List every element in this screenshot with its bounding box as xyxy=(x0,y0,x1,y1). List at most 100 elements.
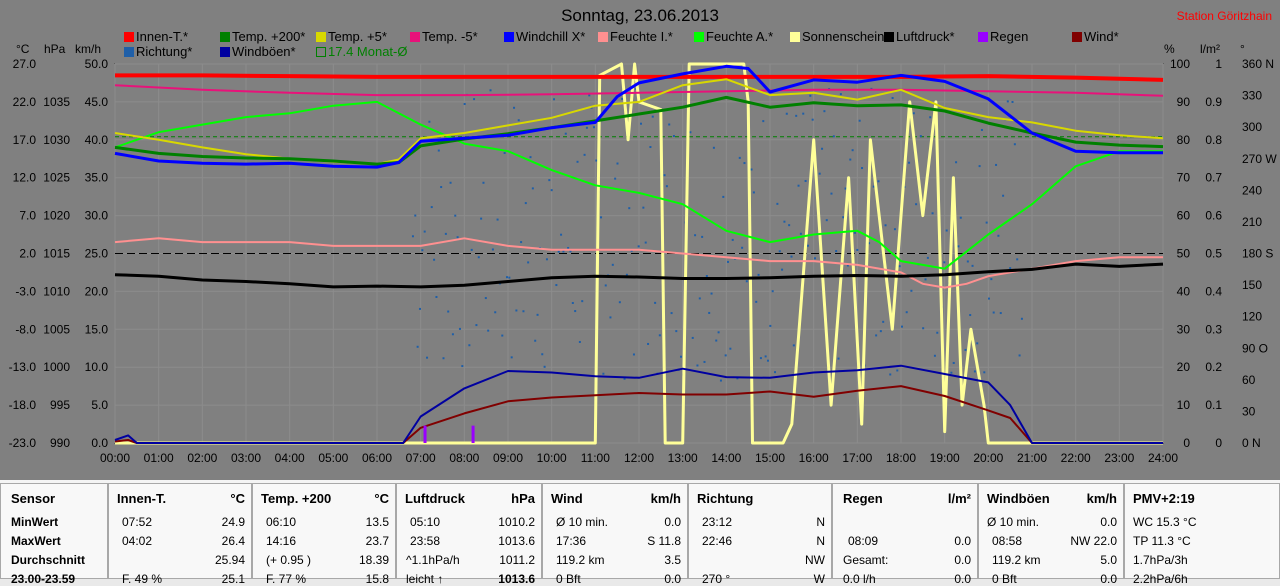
legend-swatch xyxy=(124,32,134,42)
y-tick-label-humidity: 0 xyxy=(1183,436,1190,450)
panel-temp200: Temp. +200 °C 06:10 13.5 14:16 23.7 (+ 0… xyxy=(252,483,396,586)
x-tick-label: 24:00 xyxy=(1148,451,1178,465)
label-max: MaxWert xyxy=(11,534,61,548)
regen-unit: l/m² xyxy=(947,491,971,506)
y-tick-label-humidity: 10 xyxy=(1177,398,1191,412)
direction-point xyxy=(889,373,892,376)
direction-point xyxy=(727,260,730,263)
direction-point xyxy=(797,184,800,187)
y-tick-label-temp: -3.0 xyxy=(15,284,36,298)
temp200-unit: °C xyxy=(374,491,389,506)
direction-point xyxy=(632,353,635,356)
chart-area: 00:00 01:00 02:00 03:00 04:00 05:00 06:00 07:00… xyxy=(0,0,1280,480)
legend-item: Sonnenschein xyxy=(790,30,884,44)
boeen-distance: 119.2 km xyxy=(992,553,1041,567)
direction-point xyxy=(482,181,485,184)
direction-point xyxy=(731,238,734,241)
direction-point xyxy=(814,257,817,260)
direction-point xyxy=(712,146,715,149)
x-tick-label: 03:00 xyxy=(231,451,261,465)
luftdruck-max-value: 1013.6 xyxy=(498,534,535,548)
pmv-dewpoint: TP 11.3 °C xyxy=(1133,534,1191,548)
innen-min-time: 07:52 xyxy=(122,515,153,529)
y-tick-label-wind: 5.0 xyxy=(91,398,108,412)
wind-max-value: S 11.8 xyxy=(647,534,681,548)
legend-swatch xyxy=(790,32,800,42)
direction-point xyxy=(672,135,675,138)
unit-percent: % xyxy=(1164,42,1175,56)
x-tick-label: 15:00 xyxy=(755,451,785,465)
wind-avg-label: Ø 10 min. xyxy=(556,515,609,529)
summary-table: Sensor MinWert MaxWert Durchschnitt 23.0… xyxy=(0,480,1280,586)
direction-point xyxy=(463,103,466,106)
direction-point xyxy=(414,214,417,217)
direction-point xyxy=(418,307,421,310)
direction-point xyxy=(426,356,429,359)
y-tick-label-pressure: 1005 xyxy=(43,322,70,336)
regen-max-value: 0.0 xyxy=(954,534,971,548)
pmv-pressure-6h: 2.2hPa/6h xyxy=(1133,572,1188,586)
direction-point xyxy=(877,180,880,183)
y-tick-label-direction: 150 xyxy=(1242,278,1262,292)
y-tick-label-rain: 0.5 xyxy=(1205,247,1222,261)
direction-point xyxy=(729,347,732,350)
direction-point xyxy=(517,119,520,122)
direction-point xyxy=(416,345,419,348)
direction-point xyxy=(774,371,777,374)
direction-point xyxy=(997,234,1000,237)
label-min: MinWert xyxy=(11,515,59,529)
direction-point xyxy=(896,369,899,372)
y-tick-label-direction: 330 xyxy=(1242,89,1262,103)
direction-point xyxy=(924,278,927,281)
direction-point xyxy=(411,235,414,238)
y-tick-label-temp: -13.0 xyxy=(9,360,37,374)
legend-item: Regen xyxy=(978,30,1028,44)
direction-point xyxy=(581,300,584,303)
y-tick-label-wind: 50.0 xyxy=(85,57,109,71)
direction-point xyxy=(990,278,993,281)
regen-total-value: 0.0 xyxy=(954,553,971,567)
unit-celsius: °C xyxy=(16,42,30,56)
direction-point xyxy=(644,241,647,244)
y-tick-label-pressure: 1010 xyxy=(43,284,70,298)
direction-point xyxy=(647,342,650,345)
legend-swatch xyxy=(316,32,326,42)
direction-point xyxy=(724,354,727,357)
direction-point xyxy=(719,379,722,382)
panel-richtung: Richtung 23:12 N 22:46 N NW 270 ° W xyxy=(688,483,832,586)
direction-point xyxy=(835,250,838,253)
direction-point xyxy=(912,112,915,115)
innen-max-value: 26.4 xyxy=(221,534,245,548)
y-tick-label-pressure: 995 xyxy=(50,398,70,412)
direction-point xyxy=(1011,100,1014,103)
series-line-sonnenschein xyxy=(115,62,1163,445)
legend-item: Wind* xyxy=(1072,30,1119,44)
direction-point xyxy=(823,110,826,113)
direction-point xyxy=(905,311,908,314)
regen-rate: 0.0 l/h xyxy=(843,572,876,586)
direction-point xyxy=(616,162,619,165)
direction-point xyxy=(915,203,918,206)
direction-point xyxy=(543,365,546,368)
direction-point xyxy=(861,167,864,170)
legend-swatch xyxy=(598,32,608,42)
direction-point xyxy=(741,246,744,249)
legend-item: Temp. +200* xyxy=(220,30,305,44)
direction-point xyxy=(604,284,607,287)
direction-point xyxy=(945,229,948,232)
legend-swatch xyxy=(694,32,704,42)
innen-min-value: 24.9 xyxy=(221,515,245,529)
luftdruck-min-value: 1010.2 xyxy=(498,515,535,529)
direction-point xyxy=(447,310,450,313)
richtung-header: Richtung xyxy=(697,491,754,506)
direction-point xyxy=(470,248,473,251)
x-tick-label: 05:00 xyxy=(318,451,348,465)
direction-point xyxy=(433,258,436,261)
direction-point xyxy=(675,330,678,333)
direction-point xyxy=(788,224,791,227)
y-tick-label-rain: 1 xyxy=(1215,57,1222,71)
direction-point xyxy=(830,192,833,195)
direction-point xyxy=(985,221,988,224)
y-tick-label-humidity: 60 xyxy=(1177,209,1191,223)
direction-point xyxy=(665,185,668,188)
